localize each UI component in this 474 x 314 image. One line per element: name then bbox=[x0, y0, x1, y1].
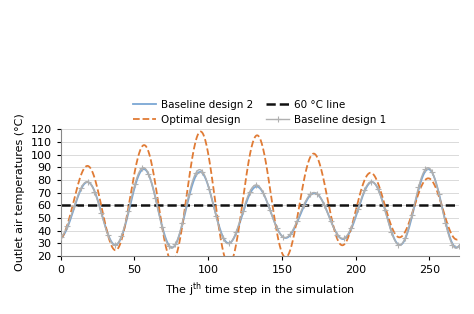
Y-axis label: Outlet air temperatures (°C): Outlet air temperatures (°C) bbox=[15, 114, 25, 272]
X-axis label: The j$^{\mathregular{th}}$ time step in the simulation: The j$^{\mathregular{th}}$ time step in … bbox=[165, 280, 355, 299]
Legend: Baseline design 2, Optimal design, 60 °C line, Baseline design 1: Baseline design 2, Optimal design, 60 °C… bbox=[130, 97, 390, 128]
